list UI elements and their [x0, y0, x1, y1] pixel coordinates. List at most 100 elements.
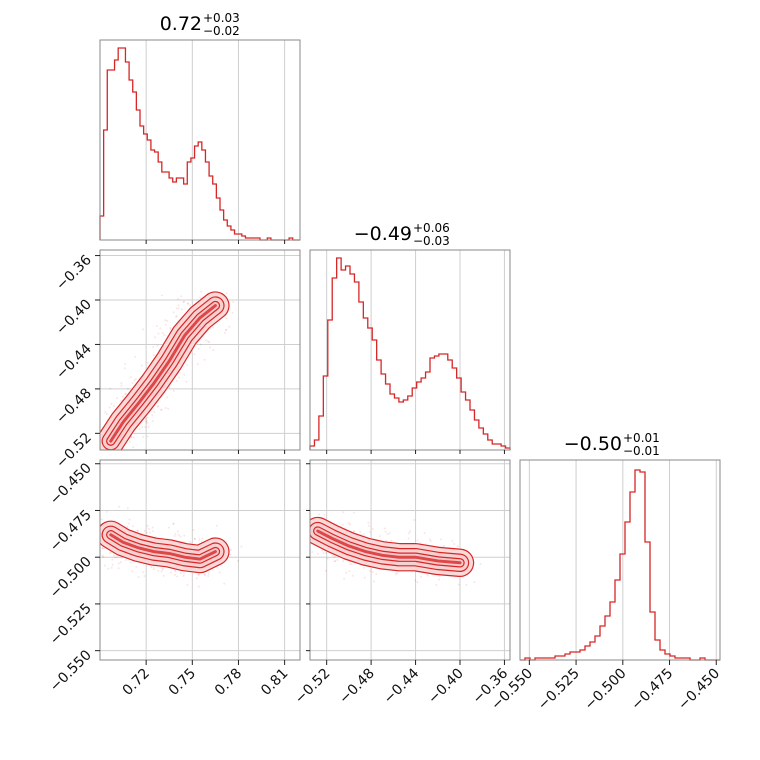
sample-point [146, 435, 149, 438]
sample-point [305, 541, 307, 543]
sample-point [126, 387, 129, 390]
sample-point [479, 563, 482, 566]
sample-point [373, 580, 376, 583]
sample-point [323, 513, 326, 516]
sample-point [164, 323, 167, 326]
sample-point [465, 583, 468, 586]
contour-plot-area [80, 505, 243, 588]
param-title-value-2: −0.50 [564, 433, 622, 455]
panel-frame [99, 39, 301, 241]
sample-point [110, 566, 113, 569]
histogram-panel-2 [519, 459, 721, 661]
sample-point [123, 367, 126, 370]
sample-point [119, 561, 122, 564]
sample-point [316, 552, 319, 555]
contour-panel-1-2 [305, 459, 511, 661]
x-tick-label: 0.75 [166, 666, 199, 699]
contour-core [109, 304, 217, 443]
sample-point [197, 347, 200, 350]
sample-point [334, 560, 337, 563]
sample-point [116, 556, 119, 559]
sample-point [207, 572, 210, 575]
param-title-plus-1: +0.06 [413, 221, 450, 235]
sample-point [333, 560, 336, 563]
sample-point [322, 552, 325, 555]
sample-point [440, 538, 443, 541]
sample-point [112, 554, 115, 557]
sample-point [174, 570, 177, 573]
sample-point [231, 311, 234, 314]
y-tick-label: −0.44 [53, 341, 95, 383]
histogram-step-line [520, 469, 720, 661]
sample-point [121, 395, 124, 398]
sample-point [306, 537, 308, 539]
sample-point [350, 563, 353, 566]
sample-point [182, 574, 185, 577]
sample-point [152, 345, 155, 348]
sample-point [146, 524, 149, 527]
sample-point [186, 583, 189, 586]
sample-point [151, 420, 154, 423]
histogram-panel-0 [99, 39, 301, 241]
sample-point [91, 539, 93, 541]
sample-point [128, 518, 131, 521]
sample-point [362, 566, 365, 569]
sample-point [413, 518, 416, 521]
sample-point [348, 523, 351, 526]
sample-point [333, 555, 336, 558]
param-title-minus-1: −0.03 [413, 234, 450, 248]
sample-point [437, 578, 440, 581]
sample-point [199, 296, 202, 299]
sample-point [135, 565, 138, 568]
y-tick-label: −0.40 [53, 297, 95, 339]
sample-point [86, 453, 88, 455]
sample-point [80, 539, 82, 541]
sample-point [113, 405, 116, 408]
sample-point [177, 533, 180, 536]
x-tick-label: −0.40 [425, 666, 467, 708]
sample-point [212, 349, 215, 352]
sample-point [429, 539, 432, 542]
sample-point [141, 426, 144, 429]
sample-point [146, 416, 149, 419]
sample-point [368, 530, 371, 533]
param-title-minus-0: −0.02 [203, 24, 240, 38]
panel-background [310, 250, 510, 450]
sample-point [383, 527, 386, 530]
sample-point [225, 292, 228, 295]
x-tick-label: −0.52 [292, 666, 334, 708]
param-title-minus-2: −0.01 [623, 444, 660, 458]
panel-background [100, 40, 300, 240]
sample-point [203, 573, 206, 576]
sample-point [129, 561, 132, 564]
param-title-value-0: 0.72 [160, 13, 202, 35]
sample-point [428, 538, 431, 541]
param-title-plus-2: +0.01 [623, 431, 660, 445]
sample-point [176, 575, 179, 578]
sample-point [197, 573, 200, 576]
sample-point [151, 414, 154, 417]
sample-point [307, 541, 309, 543]
sample-point [111, 558, 114, 561]
sample-point [390, 539, 393, 542]
sample-point [110, 450, 112, 452]
x-tick-label: −0.525 [535, 666, 583, 714]
sample-point [215, 524, 218, 527]
sample-point [126, 507, 129, 510]
sample-point [167, 526, 170, 529]
sample-point [120, 384, 123, 387]
sample-point [352, 511, 355, 514]
sample-point [307, 542, 309, 544]
sample-point [473, 581, 476, 584]
sample-point [117, 562, 120, 565]
sample-point [179, 535, 182, 538]
sample-point [157, 405, 160, 408]
sample-point [206, 340, 209, 343]
panel-frame [309, 459, 511, 661]
sample-point [177, 298, 180, 301]
sample-point [132, 436, 135, 439]
sample-point [148, 531, 151, 534]
sample-point [145, 419, 148, 422]
sample-point [131, 381, 134, 384]
sample-point [146, 361, 149, 364]
